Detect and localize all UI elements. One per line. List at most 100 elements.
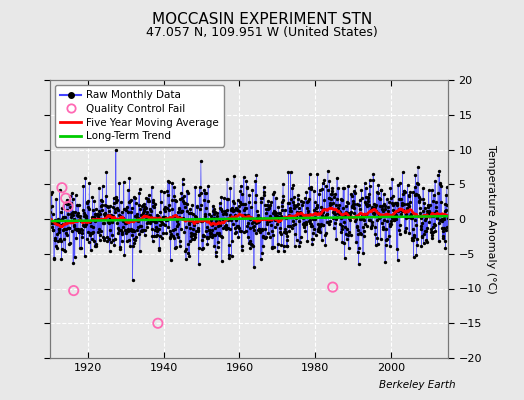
Point: [158, 234, 166, 241]
Point: [227, 214, 236, 221]
Point: [180, 200, 188, 206]
Point: [238, 191, 246, 198]
Point: [339, 212, 347, 219]
Point: [344, 210, 352, 216]
Point: [137, 212, 145, 218]
Point: [73, 226, 82, 232]
Point: [53, 231, 61, 238]
Point: [313, 204, 321, 210]
Point: [331, 207, 340, 214]
Point: [50, 234, 59, 241]
Point: [73, 211, 81, 218]
Point: [383, 218, 391, 224]
Point: [229, 208, 237, 214]
Point: [235, 208, 243, 214]
Point: [340, 240, 348, 246]
Point: [248, 220, 256, 226]
Point: [309, 236, 317, 242]
Point: [365, 190, 373, 197]
Point: [202, 205, 211, 212]
Point: [220, 216, 228, 222]
Point: [407, 211, 415, 217]
Point: [356, 206, 364, 212]
Point: [357, 195, 366, 201]
Point: [319, 222, 327, 228]
Point: [431, 178, 439, 184]
Point: [377, 187, 385, 193]
Point: [350, 200, 358, 207]
Point: [103, 234, 111, 240]
Point: [351, 218, 359, 224]
Point: [117, 216, 125, 222]
Point: [72, 227, 81, 233]
Point: [155, 246, 163, 253]
Point: [52, 221, 61, 227]
Point: [156, 208, 165, 215]
Point: [315, 191, 324, 197]
Point: [133, 214, 141, 220]
Point: [220, 216, 228, 222]
Point: [310, 199, 319, 206]
Point: [257, 198, 266, 205]
Point: [431, 221, 439, 228]
Point: [333, 174, 341, 181]
Point: [305, 218, 313, 224]
Point: [272, 221, 281, 227]
Point: [133, 227, 141, 234]
Point: [332, 202, 341, 208]
Point: [203, 240, 212, 247]
Point: [286, 208, 294, 214]
Point: [164, 178, 172, 184]
Point: [326, 191, 335, 197]
Point: [340, 219, 348, 226]
Point: [165, 202, 173, 209]
Point: [293, 200, 302, 207]
Point: [429, 212, 438, 219]
Point: [256, 216, 265, 222]
Point: [302, 220, 310, 227]
Point: [379, 224, 387, 230]
Point: [246, 225, 254, 232]
Point: [420, 231, 428, 238]
Point: [299, 223, 308, 230]
Point: [287, 169, 295, 175]
Point: [234, 224, 242, 230]
Point: [123, 227, 132, 233]
Point: [92, 211, 101, 217]
Point: [405, 193, 413, 200]
Point: [81, 174, 90, 181]
Point: [307, 186, 315, 192]
Point: [420, 240, 428, 246]
Point: [253, 215, 261, 221]
Point: [182, 224, 191, 230]
Point: [190, 236, 199, 242]
Point: [373, 241, 381, 248]
Point: [360, 233, 368, 240]
Point: [304, 208, 312, 215]
Point: [413, 192, 422, 198]
Point: [216, 222, 224, 228]
Point: [107, 212, 116, 219]
Point: [400, 187, 408, 194]
Point: [228, 204, 236, 211]
Point: [331, 190, 340, 197]
Point: [380, 216, 389, 223]
Point: [176, 196, 184, 203]
Point: [280, 243, 288, 249]
Point: [64, 225, 73, 232]
Point: [342, 209, 351, 215]
Point: [253, 215, 261, 221]
Point: [192, 218, 201, 224]
Point: [386, 185, 395, 191]
Point: [198, 246, 206, 252]
Point: [187, 230, 195, 236]
Point: [263, 220, 271, 227]
Point: [237, 183, 245, 189]
Point: [321, 242, 330, 248]
Point: [204, 183, 212, 189]
Point: [316, 229, 324, 235]
Point: [386, 242, 394, 249]
Point: [75, 226, 83, 233]
Point: [347, 193, 356, 199]
Point: [134, 218, 142, 224]
